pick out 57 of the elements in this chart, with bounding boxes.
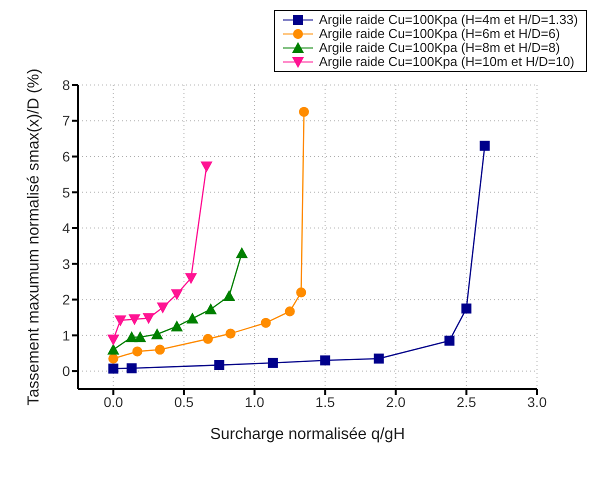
legend-label: Argile raide Cu=100Kpa (H=4m et H/D=1.33) [318,12,578,27]
x-tick-label: 0.0 [104,394,124,410]
y-axis-title: Tassement maxumum normalisé smax(x)/D (%) [26,68,43,406]
x-tick-label: 2.5 [456,394,476,410]
x-tick-label: 1.5 [315,394,336,410]
point [226,328,236,339]
point [108,354,118,364]
point [151,328,164,340]
y-tick-label: 5 [62,184,70,200]
legend-label: Argile raide Cu=100Kpa (H=10m et H/D=10) [318,54,574,69]
point [128,314,140,326]
point [202,334,213,344]
y-tick-label: 1 [62,327,70,344]
point [204,303,217,314]
y-tick-label: 8 [62,76,70,93]
point [156,302,169,314]
x-tick-label: 2.0 [386,394,406,410]
point [236,247,248,258]
y-tick-label: 7 [62,112,70,129]
y-tick-label: 0 [62,363,70,380]
point [184,273,197,284]
point [461,304,472,314]
point [268,358,278,368]
point [126,363,137,374]
point [114,315,126,326]
point [444,336,454,346]
x-tick-label: 1.0 [244,394,264,410]
point [107,344,120,355]
y-tick-label: 3 [62,256,70,272]
point [374,354,384,364]
point [223,290,236,302]
legend-label: Argile raide Cu=100Kpa (H=8m et H/D=8) [318,40,560,55]
y-tick-label: 6 [62,148,70,164]
point [170,320,183,332]
point [142,313,155,324]
x-axis-title: Surcharge normalisée q/gH [210,426,405,443]
point [132,346,142,356]
y-tick-label: 2 [62,292,70,308]
point [107,334,120,346]
point [126,331,138,342]
point [200,162,213,173]
point [260,318,271,328]
point [154,344,165,355]
point [186,312,198,324]
point [296,287,306,298]
point [108,364,118,374]
legend-label: Argile raide Cu=100Kpa (H=6m et H/D=6) [318,26,560,41]
point [170,289,183,300]
point [284,306,295,316]
point [480,140,490,151]
x-tick-label: 0.5 [174,394,194,410]
x-tick-label: 3.0 [527,394,547,410]
point [134,331,146,342]
point [214,360,224,370]
y-tick-label: 4 [62,220,70,236]
point [298,106,309,117]
point [320,355,330,366]
